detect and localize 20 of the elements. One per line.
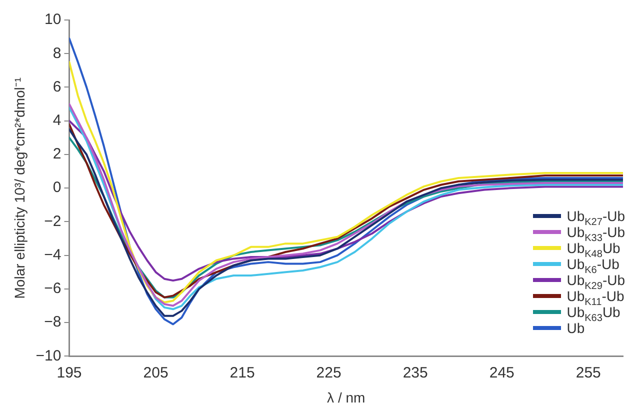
- x-tick-label: 245: [489, 364, 514, 382]
- y-tick-label: −6: [44, 280, 62, 298]
- x-tick-label: 205: [143, 364, 168, 382]
- x-axis-title: λ / nm: [327, 389, 366, 406]
- y-tick-label: −10: [36, 347, 62, 364]
- x-tick-label: 225: [316, 364, 342, 382]
- y-tick-label: 10: [44, 11, 62, 28]
- x-tick-label: 255: [576, 364, 601, 382]
- y-tick-label: 0: [52, 179, 62, 196]
- y-tick-label: 2: [52, 146, 62, 163]
- y-tick-label: 8: [52, 44, 62, 62]
- y-tick-label: −2: [44, 212, 62, 230]
- y-tick-label: −8: [44, 314, 62, 331]
- y-axis-title: Molar ellipticity 10³/ deg*cm²*dmol⁻¹: [11, 77, 28, 299]
- x-tick-label: 215: [230, 364, 255, 382]
- y-tick-label: 4: [52, 112, 62, 129]
- y-tick-label: −4: [44, 246, 62, 264]
- x-tick-label: 235: [402, 364, 428, 382]
- x-tick-label: 195: [56, 364, 82, 382]
- y-tick-label: 6: [52, 78, 62, 96]
